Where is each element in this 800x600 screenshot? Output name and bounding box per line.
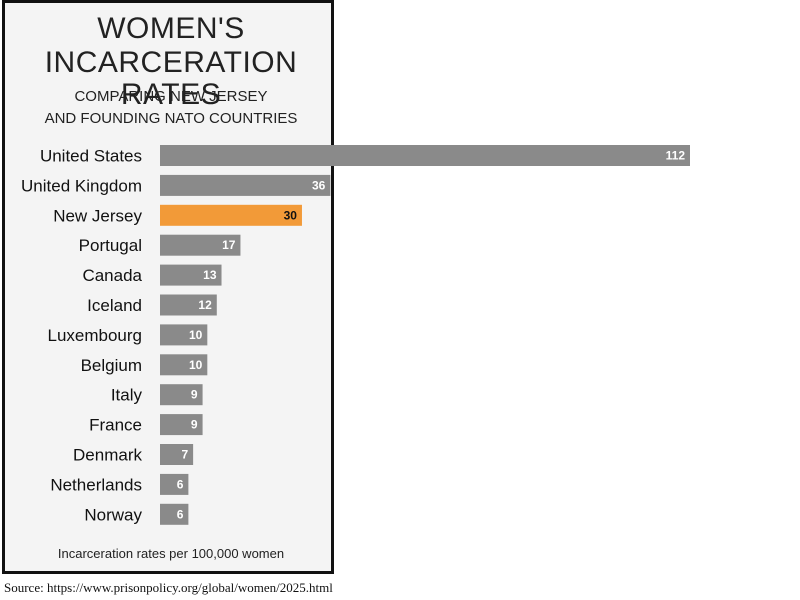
category-label-united-kingdom: United Kingdom bbox=[21, 176, 142, 195]
chart-footnote: Incarceration rates per 100,000 women bbox=[57, 546, 285, 561]
bar-denmark bbox=[160, 444, 194, 465]
category-label-netherlands: Netherlands bbox=[50, 475, 142, 494]
value-label-netherlands: 6 bbox=[177, 477, 184, 491]
category-label-norway: Norway bbox=[84, 505, 142, 524]
bar-portugal bbox=[160, 234, 241, 256]
value-label-italy: 9 bbox=[191, 388, 198, 402]
category-label-new-jersey: New Jersey bbox=[53, 206, 142, 225]
value-label-belgium: 10 bbox=[189, 358, 203, 372]
source-note: Source: https://www.prisonpolicy.org/glo… bbox=[4, 580, 333, 595]
chart-title-line-2: INCARCERATION RATES bbox=[44, 46, 298, 111]
category-label-italy: Italy bbox=[111, 386, 143, 405]
value-label-denmark: 7 bbox=[181, 448, 188, 462]
bar-belgium bbox=[160, 354, 208, 376]
category-label-france: France bbox=[89, 416, 142, 435]
value-label-new-jersey: 30 bbox=[284, 208, 298, 222]
value-label-france: 9 bbox=[191, 418, 198, 432]
value-label-portugal: 17 bbox=[222, 238, 236, 252]
bar-netherlands bbox=[160, 473, 189, 495]
bar-united-kingdom bbox=[160, 174, 331, 196]
value-label-canada: 13 bbox=[203, 268, 217, 282]
value-label-united-states: 112 bbox=[666, 149, 686, 163]
bar-canada bbox=[160, 264, 222, 286]
bar-luxembourg bbox=[160, 324, 208, 346]
category-label-belgium: Belgium bbox=[81, 356, 142, 375]
chart-subtitle-line-1: COMPARING NEW JERSEY bbox=[74, 88, 268, 105]
category-label-denmark: Denmark bbox=[73, 446, 142, 465]
bar-italy bbox=[160, 384, 203, 406]
bar-new-jersey bbox=[160, 204, 302, 226]
category-label-iceland: Iceland bbox=[87, 296, 142, 315]
category-label-canada: Canada bbox=[82, 266, 142, 285]
category-label-united-states: United States bbox=[40, 147, 142, 166]
value-label-united-kingdom: 36 bbox=[312, 178, 326, 192]
category-label-portugal: Portugal bbox=[79, 236, 142, 255]
bar-iceland bbox=[160, 294, 217, 316]
chart-subtitle-line-2: AND FOUNDING NATO COUNTRIES bbox=[44, 110, 298, 127]
bar-norway bbox=[160, 503, 189, 525]
value-label-iceland: 12 bbox=[198, 298, 212, 312]
bar-united-states bbox=[160, 145, 690, 166]
value-label-luxembourg: 10 bbox=[189, 328, 203, 342]
bar-france bbox=[160, 414, 203, 436]
category-label-luxembourg: Luxembourg bbox=[47, 326, 142, 345]
value-label-norway: 6 bbox=[177, 507, 184, 521]
chart-title-line-1: WOMEN'S bbox=[97, 12, 245, 45]
